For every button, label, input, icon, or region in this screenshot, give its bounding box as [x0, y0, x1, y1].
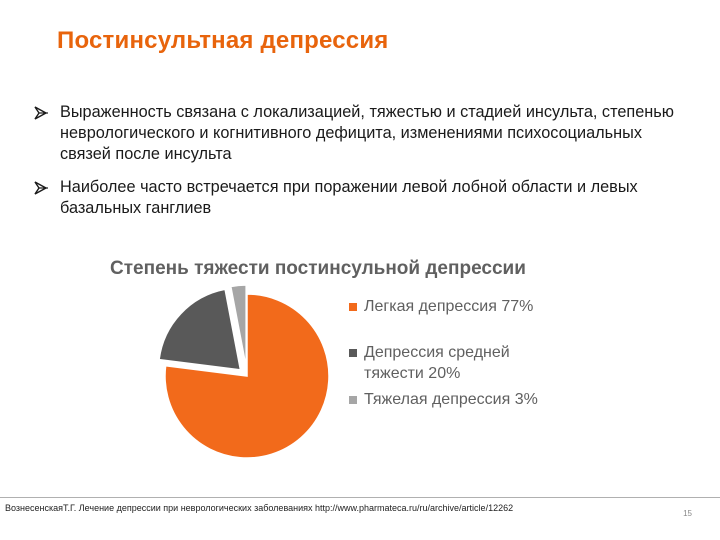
source-citation: ВознесенскаяТ.Г. Лечение депрессии при н… [5, 503, 514, 513]
slide-title: Постинсультная депрессия [57, 27, 389, 54]
bullet-text: Выраженность связана с локализацией, тяж… [60, 103, 674, 163]
legend-swatch [349, 349, 357, 357]
legend-label: Депрессия средней тяжести 20% [364, 344, 510, 382]
arrow-bullet-icon [34, 181, 48, 195]
bullet-item: Наиболее часто встречается при поражении… [34, 177, 674, 219]
bullet-list: Выраженность связана с локализацией, тяж… [34, 102, 674, 231]
legend-swatch [349, 303, 357, 311]
bullet-text: Наиболее часто встречается при поражении… [60, 178, 638, 217]
pie-slice [229, 284, 247, 368]
footer-divider [0, 497, 720, 498]
page-number: 15 [683, 509, 692, 518]
bullet-item: Выраженность связана с локализацией, тяж… [34, 102, 674, 165]
pie-slices [158, 284, 330, 459]
legend-swatch [349, 396, 357, 404]
legend-label: Тяжелая депрессия 3% [364, 391, 538, 408]
chart-title: Степень тяжести постинсульной депрессии [110, 258, 526, 279]
legend-label: Легкая депрессия 77% [364, 298, 533, 315]
pie-slice [164, 293, 330, 459]
arrow-bullet-icon [34, 106, 48, 120]
pie-slice [158, 288, 242, 371]
chart-legend: Легкая депрессия 77% Депрессия средней тяж… [349, 298, 538, 408]
